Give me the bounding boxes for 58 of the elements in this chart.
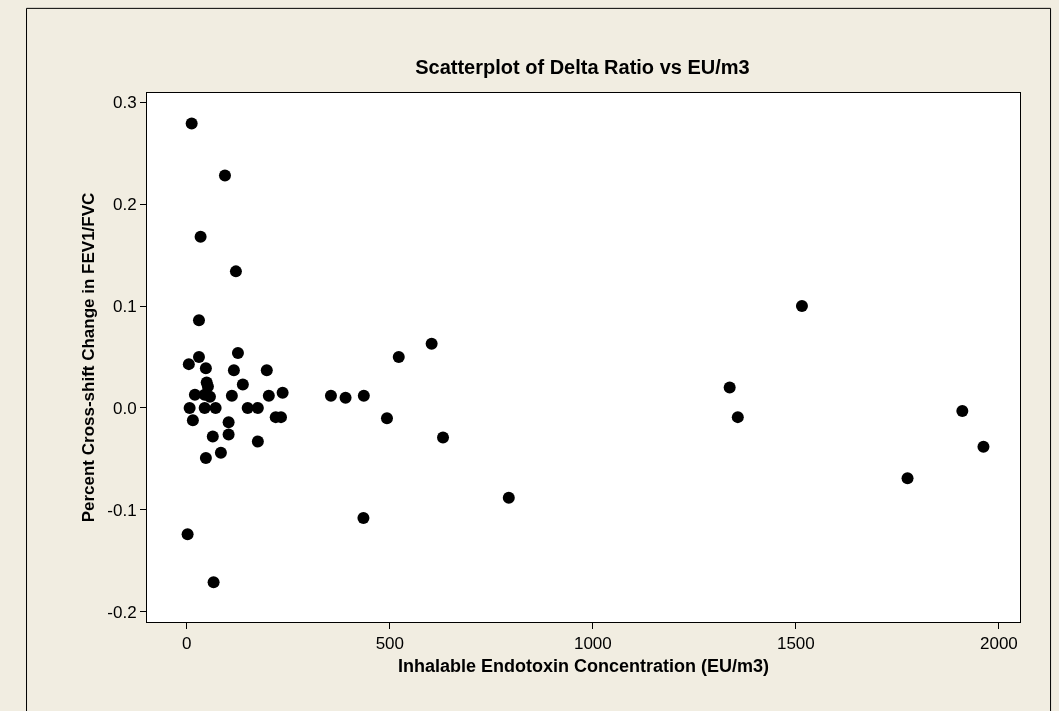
y-tick-label: 0.2 xyxy=(112,195,137,215)
y-axis-title: Percent Cross-shift Change in FEV1/FVC xyxy=(78,192,98,523)
point xyxy=(185,117,198,130)
point xyxy=(262,389,275,402)
point xyxy=(198,401,211,414)
point xyxy=(339,391,352,404)
y-tick-label: -0.1 xyxy=(107,500,137,520)
chart-title: Scatterplot of Delta Ratio vs EU/m3 xyxy=(415,56,750,79)
point xyxy=(229,265,242,278)
y-tick-label: -0.2 xyxy=(107,602,137,622)
x-axis-title: Inhalable Endotoxin Concentration (EU/m3) xyxy=(397,655,770,676)
point xyxy=(901,472,914,485)
point xyxy=(723,381,736,394)
y-tick-label: 0.3 xyxy=(112,93,137,113)
x-tick-label: 0 xyxy=(182,634,192,654)
point xyxy=(236,378,249,391)
point xyxy=(192,350,205,363)
point xyxy=(324,389,337,402)
point xyxy=(214,446,227,459)
point xyxy=(199,451,212,464)
point xyxy=(357,389,370,402)
point xyxy=(437,431,450,444)
point xyxy=(225,389,238,402)
point xyxy=(260,364,273,377)
point xyxy=(425,337,438,350)
point xyxy=(731,411,744,424)
x-tick-label: 2000 xyxy=(979,634,1018,654)
point xyxy=(251,435,264,448)
point xyxy=(251,401,264,414)
y-tick-label: 0.0 xyxy=(112,398,137,418)
point xyxy=(183,401,196,414)
x-tick-label: 1500 xyxy=(776,634,815,654)
point xyxy=(795,300,808,313)
point xyxy=(392,350,405,363)
point xyxy=(241,401,254,414)
point xyxy=(199,362,212,375)
point xyxy=(207,576,220,589)
point xyxy=(206,430,219,443)
point xyxy=(977,440,990,453)
point xyxy=(194,230,207,243)
y-tick-label: 0.1 xyxy=(112,296,137,316)
point xyxy=(357,512,370,525)
point xyxy=(181,528,194,541)
point xyxy=(956,405,969,417)
point xyxy=(182,358,195,371)
point xyxy=(222,428,235,441)
point xyxy=(222,416,235,429)
point xyxy=(218,169,231,182)
point xyxy=(192,314,205,327)
x-tick-label: 500 xyxy=(375,634,405,654)
point xyxy=(276,386,289,399)
point xyxy=(227,364,240,377)
x-tick-label: 1000 xyxy=(573,634,612,654)
point xyxy=(209,401,222,414)
point xyxy=(502,491,515,504)
point xyxy=(231,346,244,359)
point xyxy=(186,414,199,427)
point xyxy=(380,412,393,425)
